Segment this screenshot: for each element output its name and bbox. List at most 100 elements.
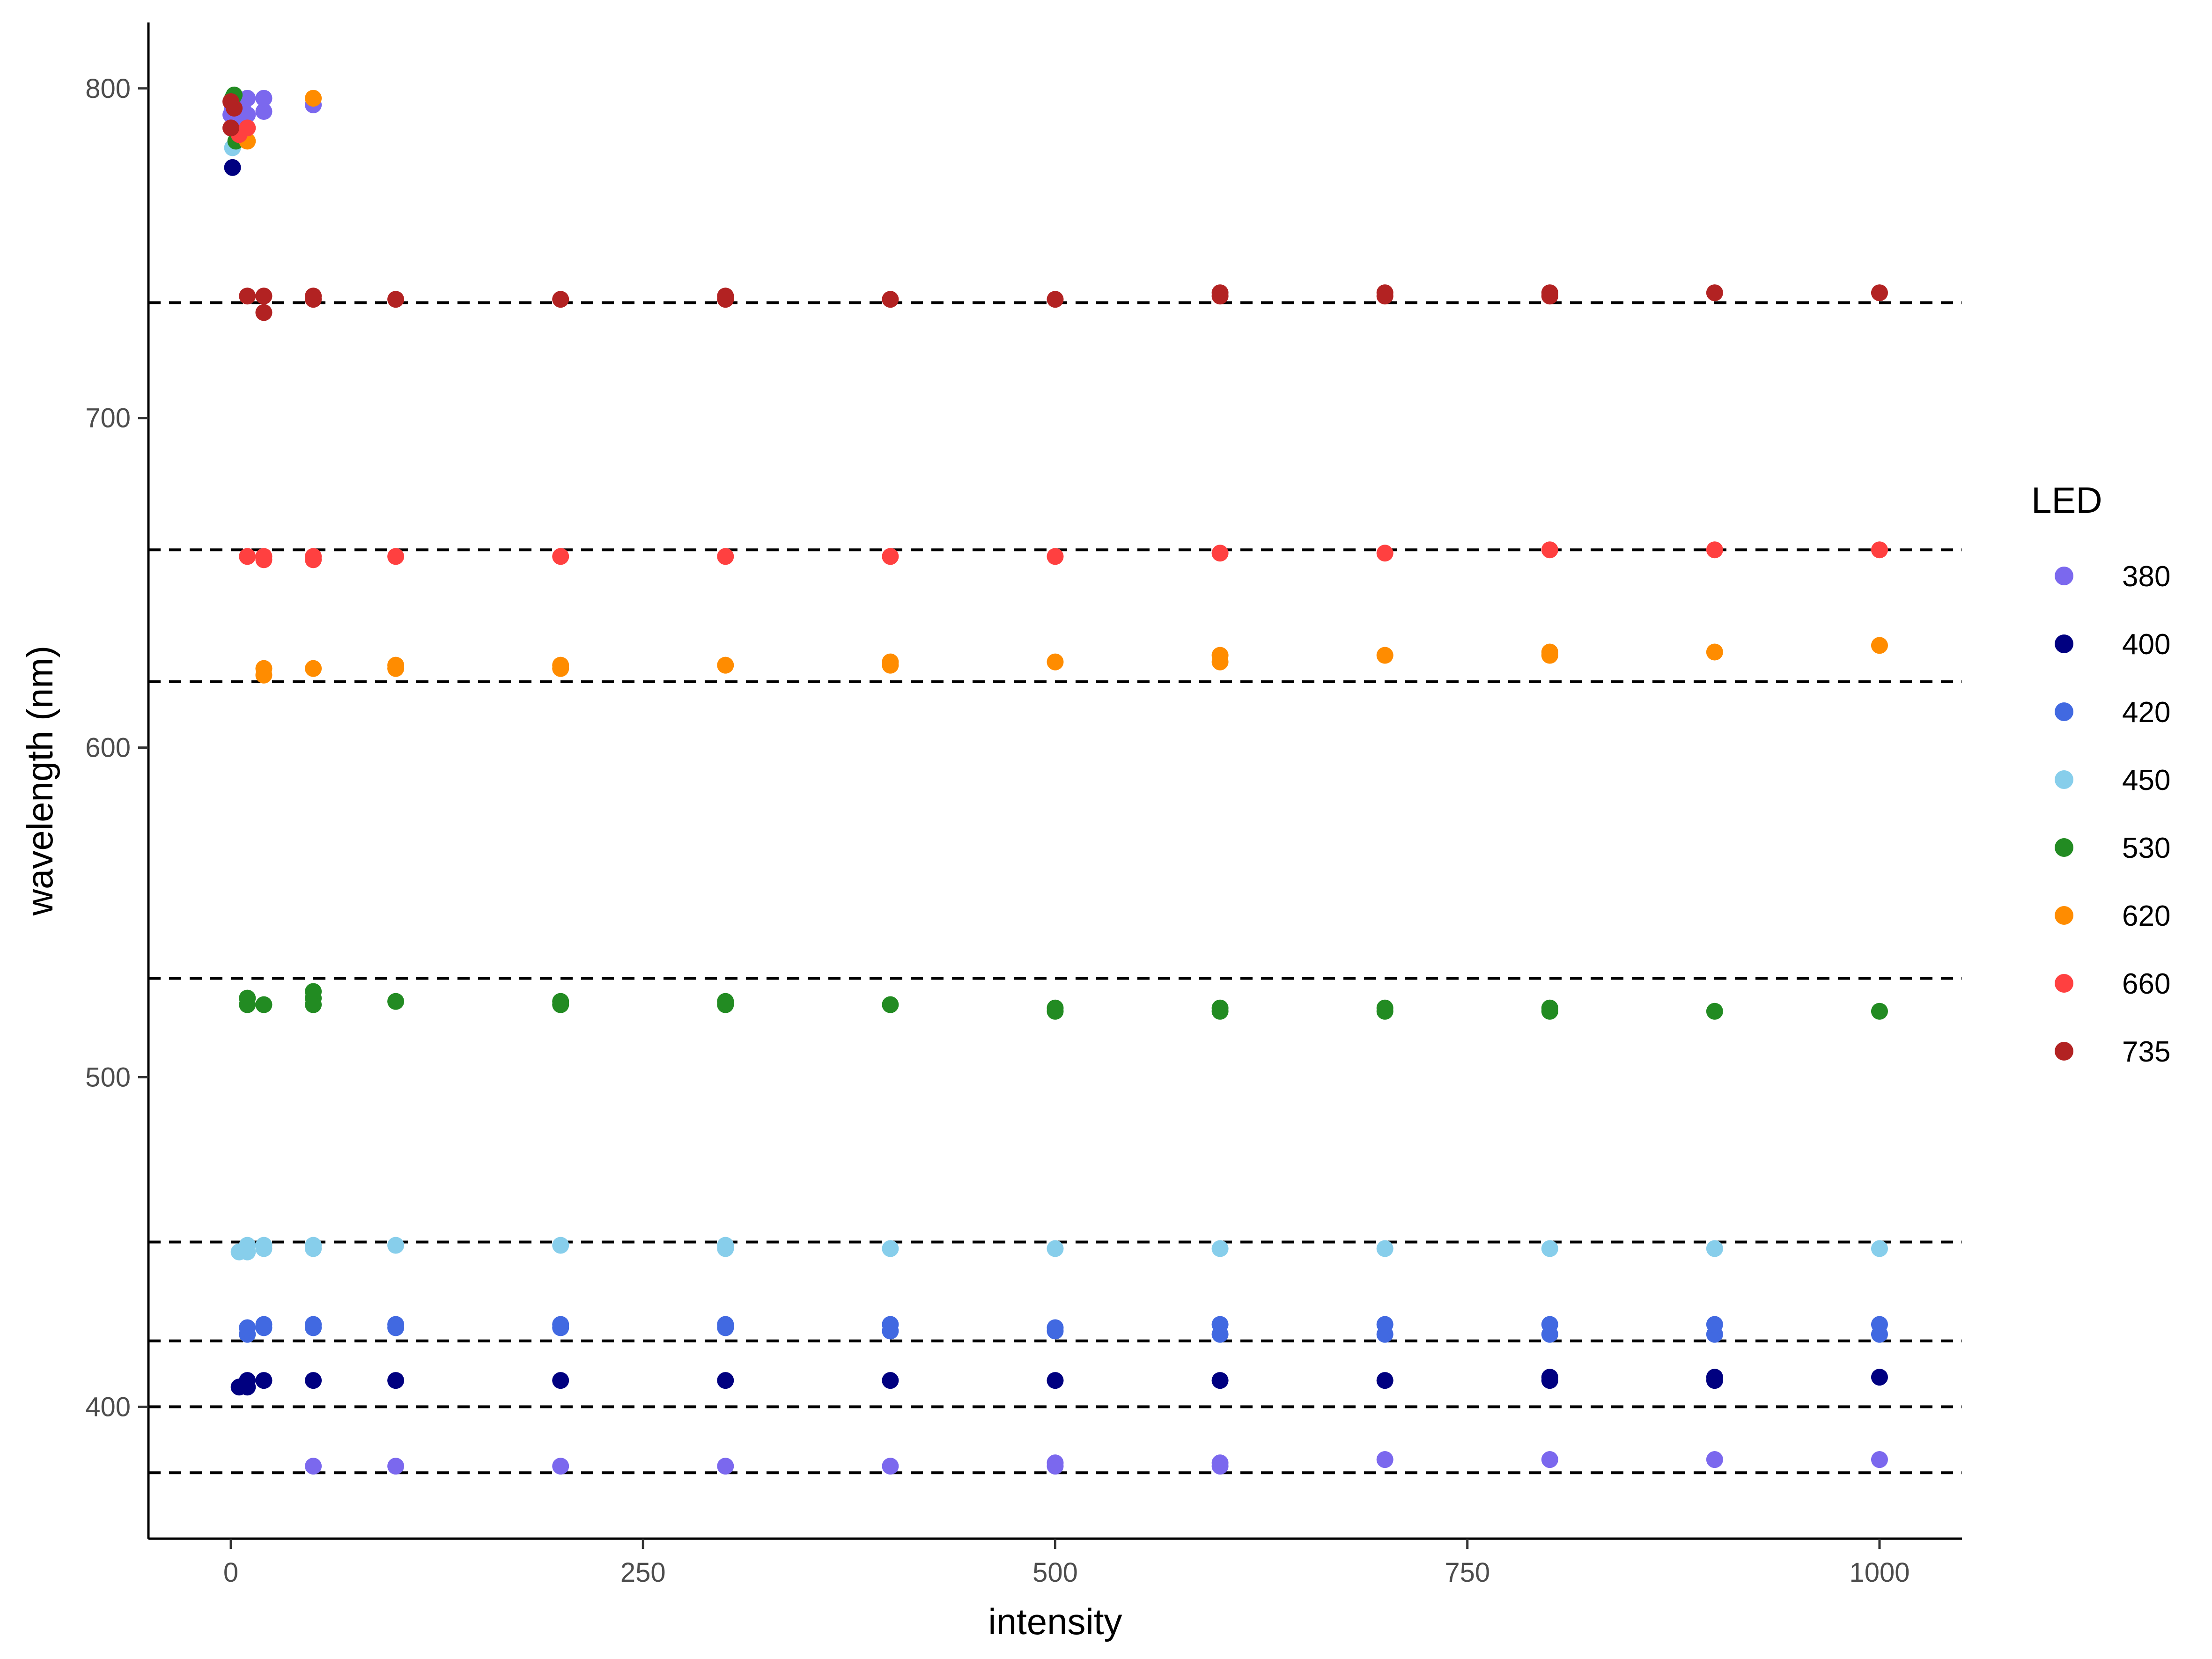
data-point [387, 993, 405, 1010]
x-tick-label: 250 [620, 1557, 666, 1588]
data-point [1376, 1316, 1394, 1333]
legend-key-400 [2055, 634, 2073, 653]
series-620 [239, 89, 1888, 684]
series-400 [224, 159, 1888, 1396]
data-point [255, 548, 273, 565]
legend-key-450 [2055, 770, 2073, 789]
series-420 [239, 1316, 1888, 1343]
data-points [222, 86, 1888, 1475]
legend-key-620 [2055, 906, 2073, 925]
data-point [1871, 637, 1888, 654]
data-point [882, 291, 899, 308]
data-point [255, 103, 273, 120]
data-point [239, 1237, 256, 1254]
data-point [1211, 1372, 1229, 1389]
data-point [387, 1316, 405, 1333]
data-point [255, 660, 273, 677]
data-point [1706, 1316, 1723, 1333]
data-point [1047, 1454, 1064, 1472]
data-point [305, 1458, 322, 1475]
data-point [1541, 1451, 1558, 1468]
legend-label-530: 530 [2122, 832, 2170, 864]
data-point [1376, 545, 1394, 562]
data-point [1541, 1369, 1558, 1386]
data-point [255, 1237, 273, 1254]
data-point [1706, 1240, 1723, 1257]
data-point [1706, 1369, 1723, 1386]
legend-title: LED [2031, 479, 2102, 521]
data-point [305, 548, 322, 565]
data-point [552, 548, 569, 565]
legend-key-380 [2055, 567, 2073, 585]
series-530 [224, 86, 1888, 1020]
data-point [1047, 1372, 1064, 1389]
data-point [1211, 647, 1229, 664]
series-660 [230, 119, 1888, 568]
data-point [717, 1316, 734, 1333]
data-point [239, 288, 256, 305]
x-axis-title: intensity [988, 1601, 1122, 1642]
data-point [882, 653, 899, 671]
data-point [387, 656, 405, 674]
data-point [1376, 999, 1394, 1017]
data-point [1706, 643, 1723, 661]
data-point [239, 119, 256, 137]
data-point [224, 159, 241, 176]
data-point [1871, 284, 1888, 302]
data-point [1047, 291, 1064, 308]
legend-label-450: 450 [2122, 764, 2170, 796]
data-point [255, 304, 273, 321]
data-point [239, 89, 256, 107]
data-point [1047, 999, 1064, 1017]
reference-lines [148, 301, 1962, 1475]
data-point [1376, 1240, 1394, 1257]
data-point [717, 1372, 734, 1389]
legend-items: 380 400 420 450 530 620 660 735 [2055, 560, 2170, 1068]
data-point [882, 1458, 899, 1475]
data-point [255, 288, 273, 305]
x-tick-label: 1000 [1849, 1557, 1910, 1588]
data-point [717, 288, 734, 305]
legend-key-660 [2055, 974, 2073, 993]
data-point [1211, 1240, 1229, 1257]
data-point [1871, 1316, 1888, 1333]
data-point [1376, 1451, 1394, 1468]
data-point [552, 1316, 569, 1333]
data-point [226, 100, 243, 117]
y-tick-label: 600 [85, 733, 131, 763]
x-axis-ticks: 0 250 500 750 1000 [223, 1539, 1910, 1588]
data-point [1376, 647, 1394, 664]
data-point [1706, 541, 1723, 559]
data-point [552, 291, 569, 308]
data-point [239, 989, 256, 1007]
data-point [239, 1319, 256, 1336]
legend-label-400: 400 [2122, 628, 2170, 661]
data-point [1541, 999, 1558, 1017]
y-tick-label: 700 [85, 403, 131, 434]
data-point [387, 1372, 405, 1389]
data-point [882, 548, 899, 565]
x-tick-label: 0 [223, 1557, 238, 1588]
legend-key-735 [2055, 1042, 2073, 1061]
data-point [1376, 1372, 1394, 1389]
x-tick-label: 750 [1445, 1557, 1490, 1588]
data-point [1211, 999, 1229, 1017]
data-point [882, 1316, 899, 1333]
legend-label-620: 620 [2122, 900, 2170, 932]
data-point [305, 1372, 322, 1389]
data-point [1047, 1319, 1064, 1336]
data-point [717, 548, 734, 565]
data-point [717, 1458, 734, 1475]
data-point [387, 1237, 405, 1254]
data-point [239, 106, 256, 124]
y-tick-label: 400 [85, 1392, 131, 1422]
data-point [1871, 1369, 1888, 1386]
data-point [387, 291, 405, 308]
data-point [1047, 548, 1064, 565]
data-point [552, 1458, 569, 1475]
data-point [1871, 1451, 1888, 1468]
data-point [1211, 545, 1229, 562]
series-450 [224, 139, 1888, 1261]
data-point [1211, 1316, 1229, 1333]
data-point [305, 1316, 322, 1333]
